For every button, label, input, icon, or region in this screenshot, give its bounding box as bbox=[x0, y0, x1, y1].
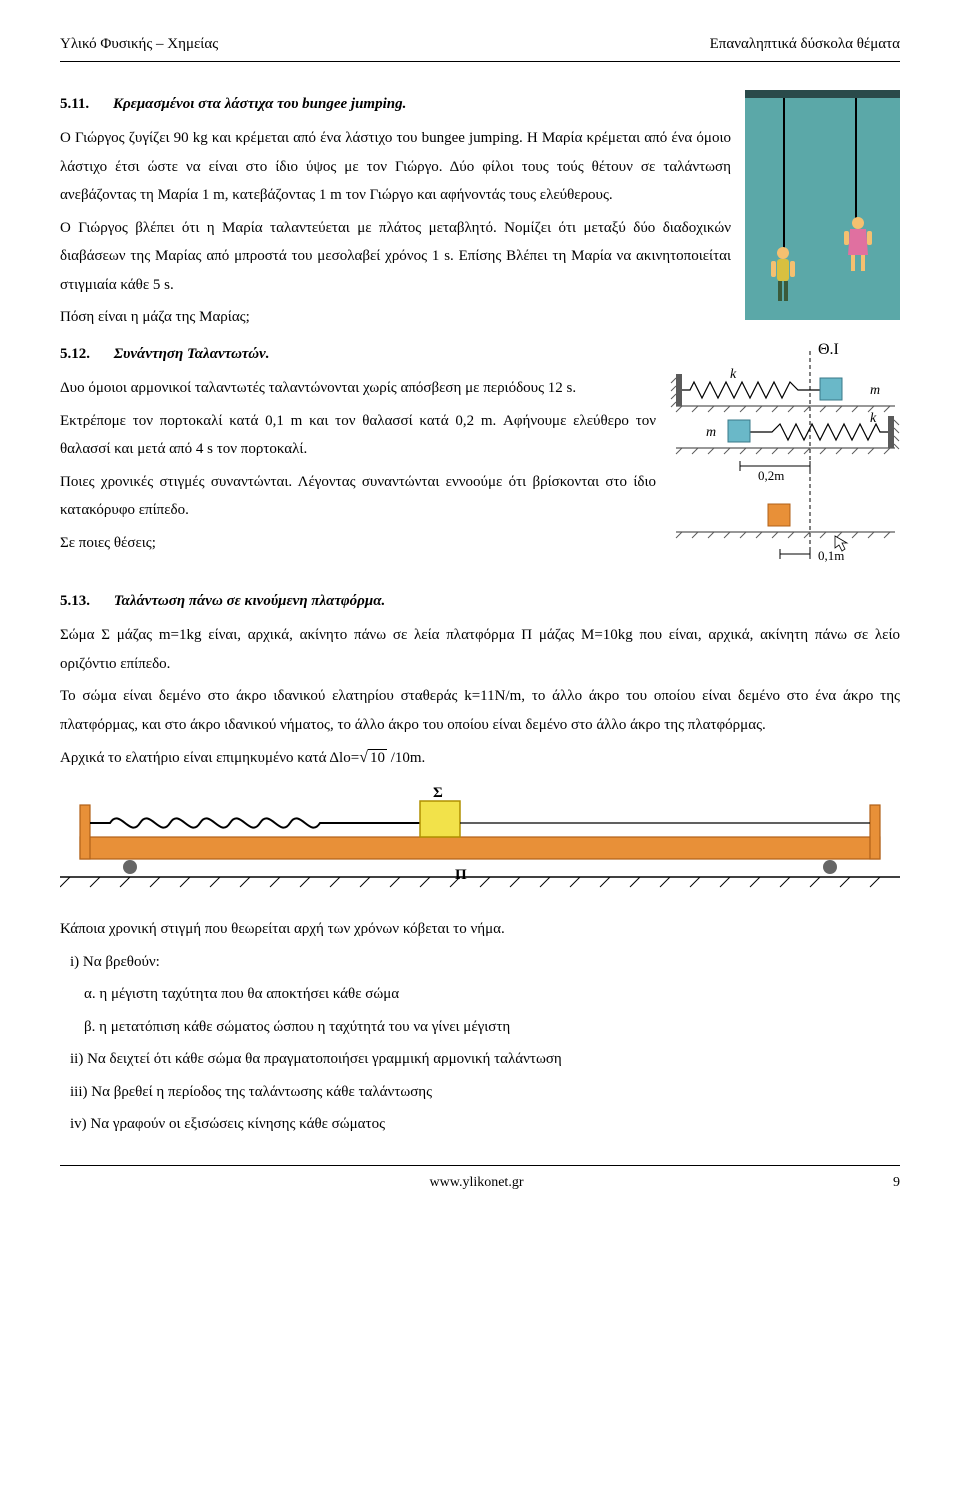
label-theta: Θ.Ι bbox=[818, 341, 839, 358]
p-513-2: Το σώμα είναι δεμένο στο άκρο ιδανικού ε… bbox=[60, 682, 900, 739]
label-02m: 0,2m bbox=[758, 468, 784, 483]
label-01m: 0,1m bbox=[818, 548, 844, 563]
list-i: i) Να βρεθούν: bbox=[70, 948, 900, 977]
heading-512-num: 5.12. bbox=[60, 346, 90, 362]
heading-513: 5.13. Ταλάντωση πάνω σε κινούμενη πλατφό… bbox=[60, 587, 900, 616]
label-m-1: m bbox=[870, 383, 880, 398]
list-ii: ii) Να δειχτεί ότι κάθε σώμα θα πραγματο… bbox=[70, 1045, 900, 1074]
sqrt-radicand: 10 bbox=[368, 749, 387, 766]
heading-513-num: 5.13. bbox=[60, 593, 90, 609]
heading-511-title: Κρεμασμένοι στα λάστιχα του bungee jumpi… bbox=[113, 96, 406, 112]
list-iii: iii) Να βρεθεί η περίοδος της ταλάντωσης… bbox=[70, 1078, 900, 1107]
bungee-rope-1 bbox=[783, 98, 785, 248]
heading-512-title: Συνάντηση Ταλαντωτών. bbox=[114, 346, 270, 362]
label-m-2: m bbox=[706, 425, 716, 440]
figure-platform: Σ Π bbox=[60, 787, 900, 897]
p-513-1: Σώμα Σ μάζας m=1kg είναι, αρχικά, ακίνητ… bbox=[60, 621, 900, 678]
label-sigma: Σ bbox=[433, 787, 443, 801]
sqrt-icon: 10 bbox=[359, 743, 387, 773]
page-footer: www.ylikonet.gr 9 bbox=[60, 1165, 900, 1197]
figure-bungee bbox=[745, 90, 900, 320]
footer-url: www.ylikonet.gr bbox=[60, 1170, 893, 1197]
p-513-4: Κάποια χρονική στιγμή που θεωρείται αρχή… bbox=[60, 915, 900, 944]
header-right: Επαναληπτικά δύσκολα θέματα bbox=[710, 30, 900, 59]
list-ib: β. η μετατόπιση κάθε σώματος ώσπου η ταχ… bbox=[84, 1013, 900, 1042]
figure-oscillators: Θ.Ι k m k m 0,2m 0,1m bbox=[670, 336, 900, 571]
heading-511-num: 5.11. bbox=[60, 96, 89, 112]
page-header: Υλικό Φυσικής – Χημείας Επαναληπτικά δύσ… bbox=[60, 30, 900, 62]
footer-page: 9 bbox=[893, 1170, 900, 1197]
p-513-3: Αρχικά το ελατήριο είναι επιμηκυμένο κατ… bbox=[60, 743, 900, 773]
list-ia: α. η μέγιστη ταχύτητα που θα αποκτήσει κ… bbox=[84, 980, 900, 1009]
bungee-rope-2 bbox=[855, 98, 857, 218]
heading-513-title: Ταλάντωση πάνω σε κινούμενη πλατφόρμα. bbox=[114, 593, 386, 609]
label-k-1: k bbox=[730, 367, 737, 382]
bungee-person-2 bbox=[840, 215, 876, 275]
bungee-bar bbox=[745, 90, 900, 98]
list-iv: iv) Να γραφούν οι εξισώσεις κίνησης κάθε… bbox=[70, 1110, 900, 1139]
bungee-person-1 bbox=[765, 245, 801, 305]
p-513-3b: /10m. bbox=[387, 750, 425, 766]
p-513-3a: Αρχικά το ελατήριο είναι επιμηκυμένο κατ… bbox=[60, 750, 359, 766]
header-left: Υλικό Φυσικής – Χημείας bbox=[60, 30, 218, 59]
label-k-2: k bbox=[870, 411, 877, 426]
